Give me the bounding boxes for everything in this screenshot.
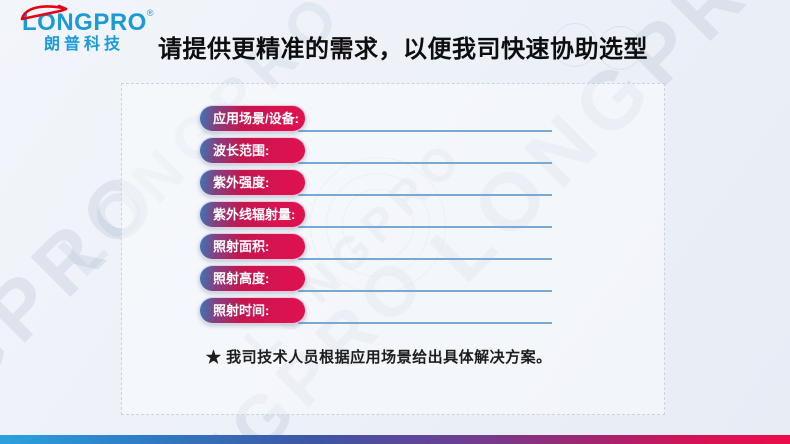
brand-subtitle: 朗普科技 [43, 36, 124, 53]
field-label: 紫外线辐射量: [213, 207, 296, 222]
decorative-ring [598, 26, 642, 70]
form-field-row: 波长范围: [199, 137, 552, 164]
fill-in-line[interactable] [298, 130, 552, 132]
form-fields: 应用场景/设备: 波长范围: 紫外强度: 紫外线辐射量: 照射面积: 照射高度: [199, 105, 552, 329]
fill-in-line[interactable] [298, 290, 552, 292]
field-pill: 紫外线辐射量: [199, 201, 306, 228]
field-pill: 应用场景/设备: [199, 105, 306, 132]
fill-in-line[interactable] [298, 226, 552, 228]
note-text: ★ 我司技术人员根据应用场景给出具体解决方案。 [206, 349, 552, 366]
form-field-row: 应用场景/设备: [199, 105, 552, 132]
field-label: 波长范围: [213, 143, 270, 158]
fill-in-line[interactable] [298, 258, 552, 260]
logo-swoosh-icon [19, 3, 77, 26]
fill-in-line[interactable] [298, 162, 552, 164]
field-pill: 照射高度: [199, 265, 306, 292]
page-title: 请提供更精准的需求，以便我司快速协助选型 [158, 36, 648, 63]
field-pill: 波长范围: [199, 137, 306, 164]
field-pill: 紫外强度: [199, 169, 306, 196]
form-field-row: 照射高度: [199, 265, 552, 292]
fill-in-line[interactable] [298, 322, 552, 324]
form-field-row: 照射时间: [199, 297, 552, 324]
form-field-row: 照射面积: [199, 233, 552, 260]
field-label: 应用场景/设备: [213, 111, 299, 126]
fill-in-line[interactable] [298, 194, 552, 196]
form-field-row: 紫外线辐射量: [199, 201, 552, 228]
field-label: 紫外强度: [213, 175, 270, 190]
registered-mark-icon: ® [146, 8, 154, 18]
field-label: 照射面积: [213, 239, 270, 254]
field-pill: 照射面积: [199, 233, 306, 260]
field-label: 照射时间: [213, 303, 270, 318]
footer-accent-bar [0, 435, 790, 444]
field-label: 照射高度: [213, 271, 270, 286]
decorative-ring [553, 23, 597, 67]
field-pill: 照射时间: [199, 297, 306, 324]
requirements-card: 应用场景/设备: 波长范围: 紫外强度: 紫外线辐射量: 照射面积: 照射高度: [121, 83, 665, 415]
company-logo: LONGPRO® 朗普科技 [20, 4, 153, 54]
form-field-row: 紫外强度: [199, 169, 552, 196]
